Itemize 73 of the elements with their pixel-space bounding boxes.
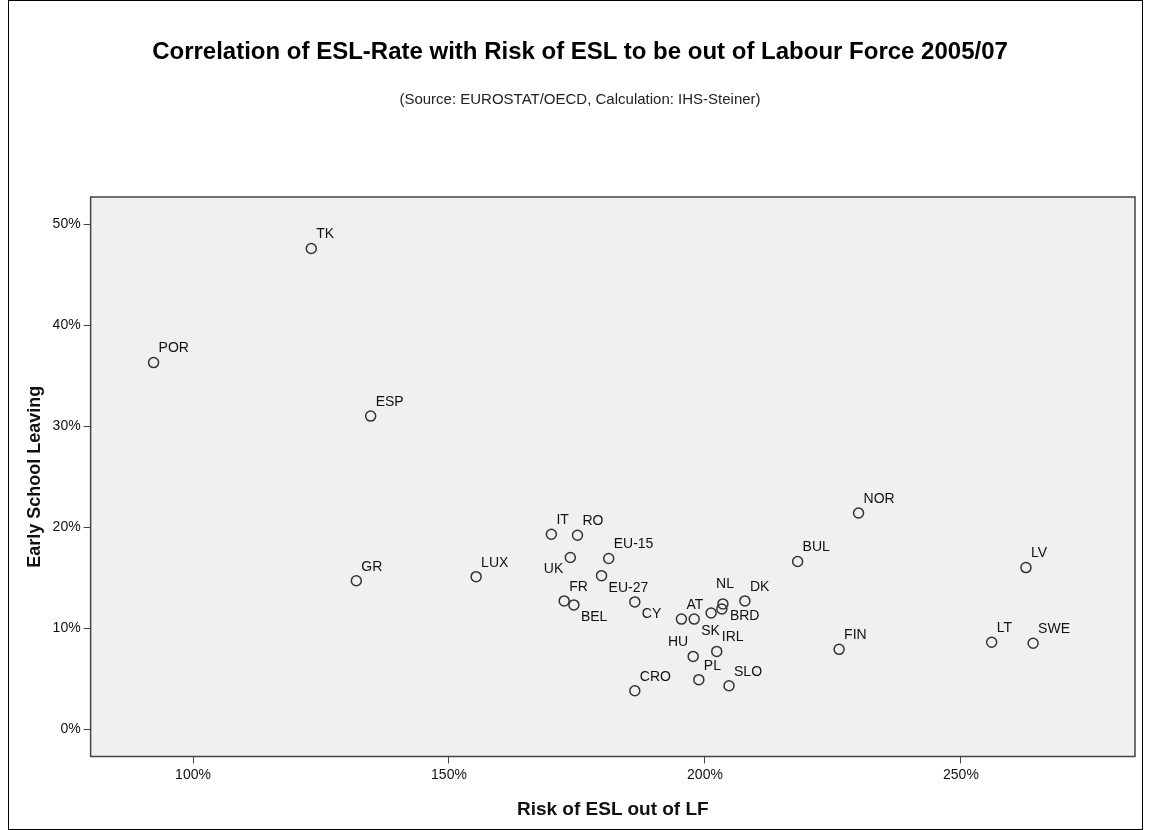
x-tick-label: 200%	[687, 765, 723, 782]
data-label: LT	[996, 619, 1013, 636]
point	[305, 242, 318, 255]
point	[558, 595, 570, 607]
point	[545, 528, 558, 541]
data-label: LV	[1030, 544, 1048, 561]
point	[470, 570, 482, 583]
data-label: NOR	[863, 489, 895, 506]
data-label: EU-15	[613, 535, 654, 552]
x-axis-title: Risk of ESL out of LF	[516, 797, 709, 819]
y-tick-label: 20%	[52, 518, 81, 535]
point	[693, 673, 705, 686]
data-label: SWE	[1038, 620, 1071, 637]
point	[791, 555, 804, 568]
point	[723, 679, 735, 692]
point	[1020, 561, 1032, 574]
y-tick-label: 10%	[52, 619, 81, 636]
data-label: POR	[158, 339, 189, 356]
point	[852, 507, 865, 519]
point	[571, 529, 584, 542]
point	[710, 645, 723, 658]
x-tick-label: 150%	[431, 765, 467, 782]
point	[564, 551, 577, 564]
point	[595, 569, 608, 582]
point	[688, 613, 700, 625]
point	[629, 685, 641, 697]
chart-subtitle: (Source: EUROSTAT/OECD, Calculation: IHS-Steiner)	[398, 90, 762, 107]
data-label: FR	[569, 577, 588, 594]
point	[568, 599, 580, 611]
point	[350, 574, 363, 587]
data-label: BEL	[580, 607, 608, 624]
data-label: IRL	[721, 628, 744, 645]
point	[705, 607, 717, 619]
point	[147, 356, 160, 369]
data-label: SLO	[734, 662, 763, 679]
data-label: LUX	[481, 553, 510, 570]
point	[602, 552, 615, 565]
y-tick-label: 40%	[52, 316, 81, 333]
y-tick-label: 30%	[52, 417, 81, 434]
point	[833, 643, 845, 656]
data-label: PL	[703, 656, 722, 673]
data-label: EU-27	[608, 578, 649, 595]
data-label: UK	[543, 560, 564, 577]
data-label: TK	[316, 225, 335, 242]
data-label: DK	[749, 577, 770, 594]
point	[717, 598, 729, 610]
point	[364, 410, 377, 422]
point	[739, 595, 751, 607]
data-label: HU	[667, 633, 689, 650]
data-label: IT	[556, 511, 570, 528]
data-label: CY	[641, 604, 662, 621]
data-label: NL	[716, 574, 735, 591]
point	[629, 596, 641, 608]
data-label: AT	[686, 595, 704, 612]
data-label: BUL	[802, 538, 831, 555]
point	[687, 650, 699, 663]
data-label: GR	[361, 557, 383, 574]
data-label: FIN	[844, 626, 867, 643]
y-tick-label: 50%	[52, 215, 81, 232]
data-label: CRO	[639, 667, 672, 684]
chart-title: Correlation of ESL-Rate with Risk of ESL to be out of Labour Force 2005/07	[151, 37, 1009, 64]
data-label: ESP	[375, 392, 404, 409]
point	[675, 613, 688, 625]
data-label: BRD	[729, 606, 760, 623]
y-tick-label: 0%	[60, 720, 81, 736]
data-label: RO	[582, 512, 604, 529]
point	[985, 636, 998, 649]
point	[716, 603, 728, 615]
y-axis-title: Early School Leaving	[23, 385, 44, 568]
x-tick-label: 100%	[175, 765, 211, 782]
point	[1027, 637, 1039, 650]
x-tick-label: 250%	[943, 765, 979, 782]
data-label: SK	[701, 621, 721, 638]
